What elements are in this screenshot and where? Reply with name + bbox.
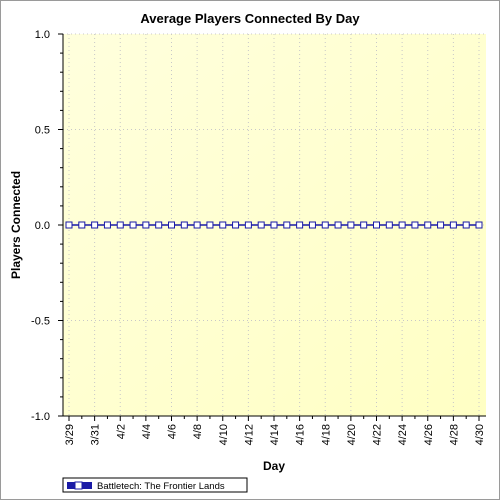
data-point (78, 221, 86, 229)
legend-series-label: Battletech: The Frontier Lands (97, 481, 225, 492)
x-tick-label: 4/6 (167, 424, 179, 439)
series-markers (65, 221, 483, 229)
data-point (168, 221, 175, 229)
data-point (398, 221, 406, 229)
chart-title: Average Players Connected By Day (140, 11, 360, 26)
legend: Battletech: The Frontier Lands (62, 477, 248, 493)
data-point (360, 221, 368, 229)
data-point (449, 221, 457, 229)
data-point (116, 221, 124, 229)
data-point (244, 221, 252, 229)
legend-marker (74, 481, 83, 490)
x-tick-label: 4/22 (372, 424, 384, 445)
axes-layer (58, 33, 486, 421)
x-tick-label: 4/4 (141, 424, 153, 439)
x-axis-label: Day (263, 459, 285, 473)
data-point (270, 221, 278, 229)
x-tick-label: 4/2 (115, 424, 127, 439)
data-point (411, 221, 419, 229)
x-tick-label: 4/18 (320, 424, 332, 445)
x-tick-label: 4/28 (448, 424, 460, 445)
y-tick-label: 0.0 (35, 220, 50, 232)
data-point (475, 221, 483, 229)
y-tick-label: -1.0 (31, 411, 50, 423)
data-point (437, 221, 445, 229)
data-point (296, 221, 304, 229)
data-point (103, 221, 111, 229)
data-point (462, 221, 470, 229)
data-point (193, 221, 201, 229)
data-point (283, 221, 291, 229)
x-tick-label: 3/29 (64, 424, 76, 445)
y-tick-label: -0.5 (31, 316, 50, 328)
data-point (91, 221, 99, 229)
data-point (155, 221, 163, 229)
x-tick-label: 4/8 (192, 424, 204, 439)
y-axis-label: Players Connected (9, 171, 23, 279)
x-tick-label: 4/24 (397, 424, 409, 445)
data-point (424, 221, 432, 229)
x-tick-label: 3/31 (90, 424, 102, 445)
data-point (142, 221, 150, 229)
x-tick-label: 4/14 (269, 424, 281, 445)
data-point (308, 221, 316, 229)
x-tick-label: 4/20 (346, 424, 358, 445)
data-point (257, 221, 265, 229)
x-tick-label: 4/16 (295, 424, 307, 445)
y-tick-label: 0.5 (35, 125, 50, 137)
data-point (373, 221, 380, 229)
data-point (232, 221, 240, 229)
data-point (219, 221, 227, 229)
data-point (65, 221, 73, 229)
x-tick-label: 4/26 (423, 424, 435, 445)
data-point (347, 221, 355, 229)
x-tick-label: 4/30 (474, 424, 486, 445)
legend-box (62, 477, 248, 493)
data-point (321, 221, 329, 229)
data-point (334, 221, 342, 229)
x-tick-label: 4/10 (218, 424, 230, 445)
y-tick-labels: 1.0 0.5 0.0 -0.5 -1.0 (31, 29, 50, 423)
data-point (129, 221, 137, 229)
data-point (385, 221, 393, 229)
x-tick-labels: 3/29 3/31 4/2 4/4 4/6 4/8 4/10 4/12 4/14 4/16 4/18… (64, 424, 486, 445)
data-point (180, 221, 188, 229)
x-tick-label: 4/12 (243, 424, 255, 445)
y-tick-label: 1.0 (35, 29, 50, 41)
data-point (206, 221, 214, 229)
